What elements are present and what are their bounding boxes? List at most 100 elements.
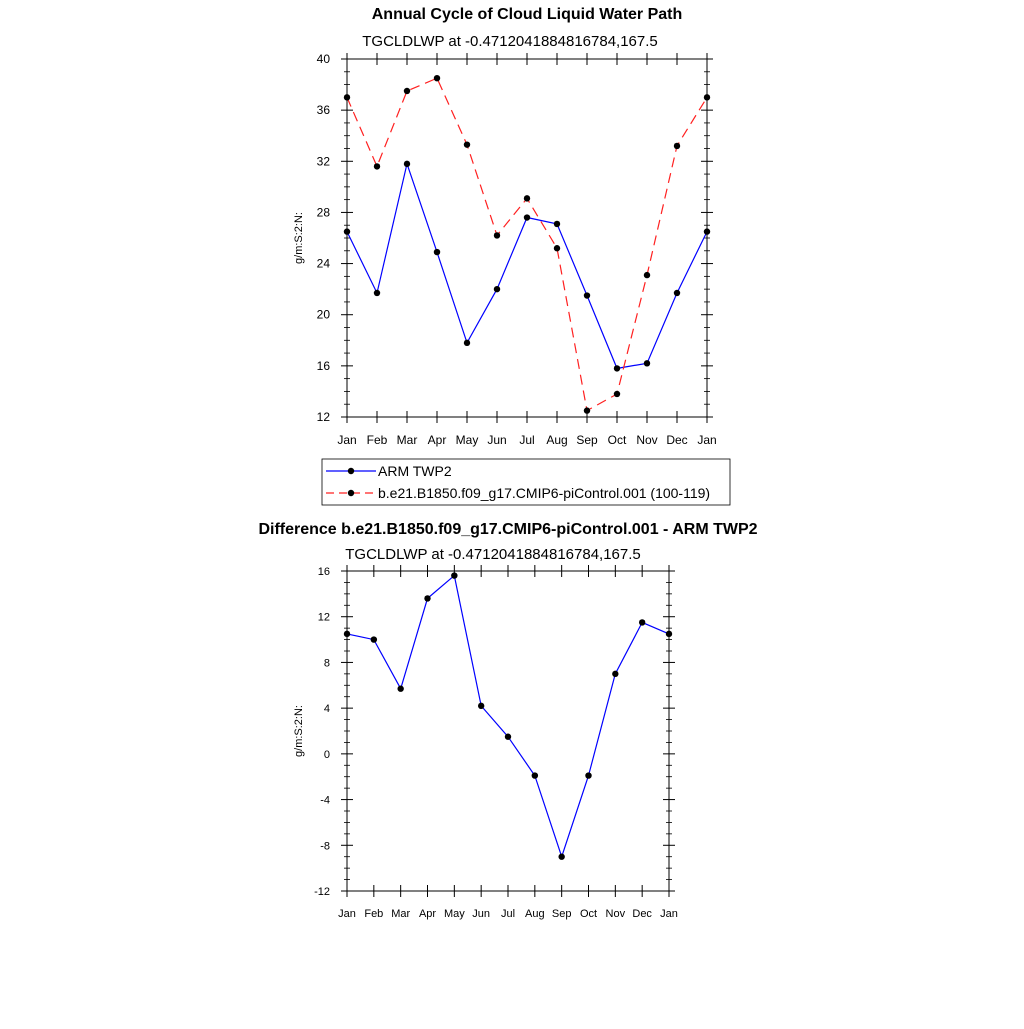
x-tick-label: Aug bbox=[546, 433, 567, 447]
legend-box bbox=[321, 458, 731, 506]
data-point bbox=[583, 292, 591, 299]
data-point bbox=[433, 74, 441, 82]
plot-border bbox=[346, 570, 670, 892]
x-tick-label: Mar bbox=[391, 908, 410, 920]
data-point bbox=[493, 232, 501, 239]
data-point bbox=[463, 141, 471, 148]
data-point bbox=[531, 772, 539, 779]
x-tick-label: Jan bbox=[660, 908, 678, 920]
annual-cycle-panel: Annual Cycle of Cloud Liquid Water Path … bbox=[293, 6, 717, 447]
data-point bbox=[673, 289, 681, 297]
difference-panel: Difference b.e21.B1850.f09_g17.CMIP6-piC… bbox=[258, 521, 757, 920]
y-tick-label: 28 bbox=[317, 205, 331, 219]
y-tick-label: 40 bbox=[317, 52, 331, 66]
y-tick-label: -4 bbox=[320, 795, 330, 807]
series-line-0 bbox=[346, 574, 670, 859]
x-tick-label: Jun bbox=[472, 908, 490, 920]
difference-y-axis-label: g/m:S:2:N: bbox=[293, 705, 305, 757]
series-line-1 bbox=[346, 77, 708, 412]
data-point bbox=[370, 636, 378, 643]
x-tick-label: Apr bbox=[419, 908, 436, 920]
data-point bbox=[673, 142, 681, 150]
y-tick-label: 8 bbox=[324, 657, 330, 669]
y-tick-label: 20 bbox=[317, 308, 331, 322]
data-point bbox=[403, 87, 411, 95]
data-point bbox=[643, 360, 651, 367]
x-tick-label: Feb bbox=[364, 908, 383, 920]
data-point bbox=[643, 271, 651, 279]
data-point bbox=[343, 228, 351, 235]
data-point bbox=[424, 595, 431, 602]
x-tick-label: Jan bbox=[338, 908, 356, 920]
x-tick-label: Mar bbox=[397, 433, 418, 447]
series-line-0 bbox=[346, 161, 708, 370]
x-tick-label: Jun bbox=[487, 433, 506, 447]
x-tick-label: Jan bbox=[697, 433, 716, 447]
x-tick-label: Feb bbox=[367, 433, 388, 447]
data-point bbox=[585, 772, 592, 779]
data-point bbox=[583, 407, 591, 414]
data-point bbox=[477, 702, 485, 710]
x-tick-label: Nov bbox=[606, 908, 626, 920]
data-point bbox=[553, 245, 561, 252]
data-point bbox=[613, 390, 621, 398]
x-tick-label: Dec bbox=[666, 433, 687, 447]
y-tick-label: 12 bbox=[318, 612, 330, 624]
data-point bbox=[613, 365, 621, 372]
y-tick-label: -12 bbox=[314, 886, 330, 898]
data-point bbox=[451, 572, 458, 579]
chart-subtitle: TGCLDLWP at -0.4712041884816784,167.5 bbox=[362, 33, 658, 50]
data-point bbox=[373, 163, 381, 170]
plot-frame bbox=[341, 53, 713, 423]
chart-title: Annual Cycle of Cloud Liquid Water Path bbox=[372, 6, 683, 23]
y-tick-labels: 12 16 20 24 28 32 36 40 bbox=[317, 52, 331, 424]
data-point bbox=[553, 220, 561, 228]
y-tick-label: 4 bbox=[324, 703, 330, 715]
x-tick-label: Oct bbox=[608, 433, 627, 447]
legend-label-model: b.e21.B1850.f09_g17.CMIP6-piControl.001 … bbox=[378, 485, 710, 501]
x-tick-labels: Jan Feb Mar Apr May Jun Jul Aug Sep Oct Nov Dec Jan bbox=[337, 433, 716, 447]
data-point bbox=[493, 285, 501, 293]
data-point bbox=[343, 94, 351, 101]
y-tick-label: 12 bbox=[317, 410, 331, 424]
x-tick-label: Dec bbox=[632, 908, 652, 920]
x-tick-label: Aug bbox=[525, 908, 545, 920]
plot-border bbox=[346, 58, 708, 418]
x-tick-label: Sep bbox=[576, 433, 598, 447]
data-point bbox=[504, 733, 512, 740]
data-point bbox=[523, 195, 531, 202]
data-point bbox=[703, 94, 711, 101]
y-tick-label: 36 bbox=[317, 103, 331, 117]
legend: ARM TWP2 b.e21.B1850.f09_g17.CMIP6-piCon… bbox=[321, 458, 731, 506]
difference-x-tick-labels: Jan Feb Mar Apr May Jun Jul Aug Sep Oct Nov Dec Jan bbox=[338, 908, 678, 920]
x-tick-label: Nov bbox=[636, 433, 657, 447]
data-point bbox=[665, 630, 673, 638]
y-tick-label: 32 bbox=[317, 154, 331, 168]
legend-label-arm-twp2: ARM TWP2 bbox=[378, 463, 452, 479]
legend-marker-model bbox=[347, 489, 355, 497]
x-tick-label: Apr bbox=[428, 433, 447, 447]
data-point bbox=[463, 339, 471, 347]
y-tick-label: -8 bbox=[320, 840, 330, 852]
difference-plot-frame bbox=[341, 565, 675, 897]
y-tick-label: 24 bbox=[317, 257, 331, 271]
x-tick-label: Sep bbox=[552, 908, 572, 920]
data-point bbox=[638, 619, 646, 626]
legend-marker-arm-twp2 bbox=[347, 467, 355, 475]
data-point bbox=[373, 289, 381, 297]
y-axis-label: g/m:S:2:N: bbox=[293, 212, 305, 264]
y-tick-label: 0 bbox=[324, 749, 330, 761]
y-tick-label: 16 bbox=[318, 566, 330, 578]
x-tick-label: Jul bbox=[501, 908, 515, 920]
x-tick-label: Oct bbox=[580, 908, 597, 920]
y-tick-label: 16 bbox=[317, 359, 331, 373]
difference-chart-subtitle: TGCLDLWP at -0.4712041884816784,167.5 bbox=[345, 546, 641, 563]
difference-y-tick-labels: -12 -8 -4 0 4 8 12 16 bbox=[314, 566, 330, 898]
x-tick-label: May bbox=[456, 433, 479, 447]
x-tick-label: Jan bbox=[337, 433, 356, 447]
data-point bbox=[523, 214, 531, 221]
x-tick-label: May bbox=[444, 908, 465, 920]
data-point bbox=[343, 630, 351, 638]
data-point bbox=[558, 853, 565, 860]
